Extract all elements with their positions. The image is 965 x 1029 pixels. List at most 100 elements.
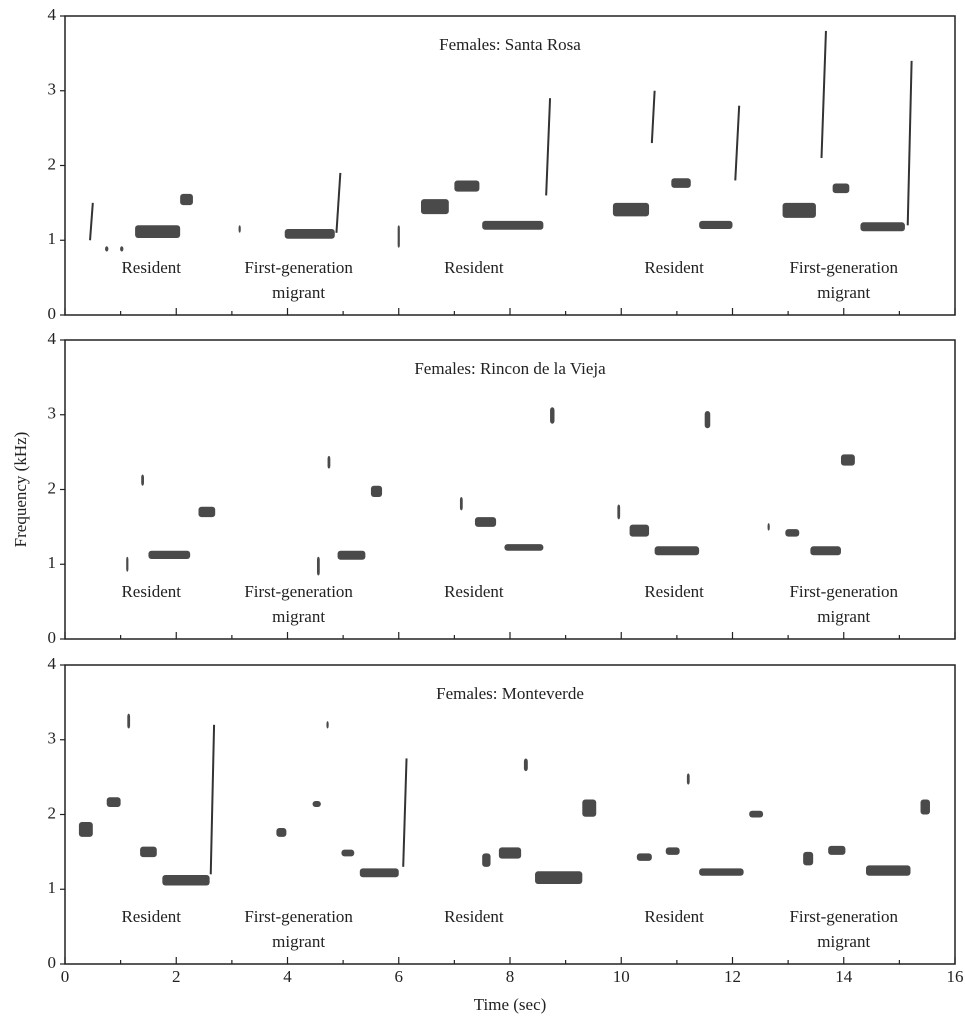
- syllable: [617, 504, 620, 519]
- y-tick-label: 0: [48, 628, 57, 647]
- syllable: [475, 517, 496, 527]
- syllable: [135, 225, 180, 238]
- syllable: [785, 529, 799, 536]
- y-tick-label: 4: [48, 329, 57, 348]
- y-tick-label: 1: [48, 553, 57, 572]
- y-tick-label: 3: [48, 729, 57, 748]
- syllable: [285, 229, 335, 239]
- syllable: [630, 525, 649, 537]
- frequency-sweep: [735, 106, 739, 181]
- x-tick-label: 16: [947, 967, 964, 986]
- x-tick-label: 12: [724, 967, 741, 986]
- syllable: [535, 871, 582, 884]
- y-tick-label: 4: [48, 5, 57, 24]
- song-label: First-generation: [789, 907, 898, 926]
- frequency-sweep: [211, 725, 214, 875]
- song-label: migrant: [817, 932, 870, 951]
- y-tick-label: 4: [48, 654, 57, 673]
- syllable: [783, 203, 816, 218]
- y-axis-label: Frequency (kHz): [11, 432, 30, 548]
- frequency-sweep: [822, 31, 826, 158]
- syllable: [833, 183, 850, 193]
- song-label: Resident: [644, 582, 704, 601]
- panel-title: Females: Rincon de la Vieja: [414, 359, 606, 378]
- song-label: migrant: [272, 932, 325, 951]
- y-tick-label: 0: [48, 304, 57, 323]
- syllable: [421, 199, 449, 214]
- syllable: [148, 551, 190, 559]
- song-label: migrant: [817, 283, 870, 302]
- syllable: [671, 178, 690, 188]
- y-tick-label: 1: [48, 229, 57, 248]
- figure: 01234Females: Santa RosaResidentFirst-ge…: [0, 0, 965, 1029]
- syllable: [524, 758, 528, 771]
- song-label: Resident: [444, 907, 504, 926]
- syllable: [655, 546, 700, 555]
- syllable: [127, 714, 130, 729]
- panel-title: Females: Santa Rosa: [439, 35, 581, 54]
- song-label: First-generation: [244, 907, 353, 926]
- x-tick-label: 0: [61, 967, 70, 986]
- syllable: [866, 865, 911, 875]
- syllable: [482, 853, 490, 866]
- syllable: [341, 850, 354, 857]
- song-label: Resident: [444, 258, 504, 277]
- syllable: [317, 557, 320, 576]
- song-label: Resident: [121, 907, 181, 926]
- song-label: migrant: [272, 607, 325, 626]
- syllable: [810, 546, 841, 555]
- song-label: Resident: [644, 258, 704, 277]
- syllable: [841, 454, 855, 465]
- syllable: [637, 853, 652, 860]
- syllable: [239, 225, 241, 232]
- syllable: [699, 868, 744, 875]
- syllable: [921, 800, 930, 815]
- y-tick-label: 2: [48, 154, 57, 173]
- frequency-sweep: [652, 91, 655, 143]
- song-label: First-generation: [244, 582, 353, 601]
- syllable: [460, 497, 463, 510]
- x-tick-label: 10: [613, 967, 630, 986]
- syllable: [860, 222, 905, 231]
- x-tick-label: 2: [172, 967, 181, 986]
- syllable: [328, 456, 331, 469]
- syllable: [454, 180, 479, 191]
- syllable: [140, 847, 157, 857]
- syllable: [499, 847, 521, 858]
- syllable: [828, 846, 845, 855]
- song-label: Resident: [644, 907, 704, 926]
- x-tick-label: 14: [835, 967, 853, 986]
- song-label: migrant: [817, 607, 870, 626]
- syllable: [398, 225, 400, 247]
- syllable: [371, 486, 382, 497]
- y-tick-label: 3: [48, 80, 57, 99]
- frequency-sweep: [546, 98, 550, 195]
- syllable: [79, 822, 93, 837]
- song-label: migrant: [272, 283, 325, 302]
- syllable: [749, 811, 763, 818]
- panel-title: Females: Monteverde: [436, 684, 584, 703]
- syllable: [126, 557, 128, 572]
- y-tick-label: 3: [48, 404, 57, 423]
- syllable: [105, 246, 108, 251]
- frequency-sweep: [403, 758, 406, 866]
- syllable: [482, 221, 543, 230]
- frequency-sweep: [336, 173, 340, 233]
- song-label: First-generation: [789, 582, 898, 601]
- syllable: [803, 852, 813, 865]
- song-label: Resident: [121, 258, 181, 277]
- syllable: [199, 507, 216, 517]
- song-label: Resident: [121, 582, 181, 601]
- syllable: [705, 411, 711, 428]
- syllable: [666, 847, 680, 854]
- syllable: [276, 828, 286, 837]
- x-tick-label: 8: [506, 967, 515, 986]
- frequency-sweep: [908, 61, 912, 225]
- syllable: [313, 801, 321, 807]
- syllable: [699, 221, 732, 229]
- frequency-sweep: [90, 203, 93, 240]
- y-tick-label: 2: [48, 803, 57, 822]
- song-label: Resident: [444, 582, 504, 601]
- x-axis-label: Time (sec): [474, 995, 547, 1014]
- syllable: [582, 800, 596, 817]
